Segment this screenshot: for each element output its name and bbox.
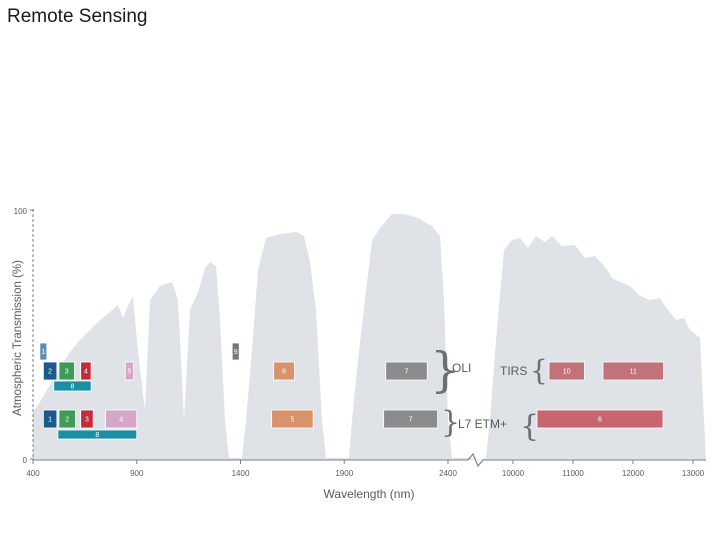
etm-band-3: [80, 409, 94, 429]
x-axis-label: Wavelength (nm): [324, 487, 415, 501]
etm-band-7: [383, 409, 439, 429]
oli-band-4: [80, 361, 92, 381]
oli-band-3: [58, 361, 75, 381]
etm-band-label-3: 3: [85, 417, 89, 424]
tirs-band-label-10: 10: [563, 369, 571, 376]
etm-band-2: [58, 409, 76, 429]
oli-band-label-9: 9: [234, 349, 238, 356]
oli-band-5: [124, 361, 135, 381]
y-tick-label-100: 100: [14, 207, 28, 216]
x-ticks: 400 900 1400 1900 2400 10000 11000 12000 13000: [26, 460, 705, 478]
oli-band-label-6: 6: [282, 369, 286, 376]
oli-band-1: [39, 342, 48, 361]
etm-band-label-7: 7: [409, 417, 413, 424]
etm-band-label-8: 8: [95, 432, 99, 439]
etm-brace: }: [441, 405, 460, 440]
y-axis-label: Atmospheric Transmission (%): [12, 260, 24, 416]
x-tick-label-2400: 2400: [439, 469, 457, 478]
x-tick-label-12000: 12000: [622, 469, 645, 478]
oli-band-8: [53, 380, 92, 392]
axis-break: [467, 452, 484, 468]
etm-band-label-1: 1: [48, 417, 52, 424]
oli-band-9: [231, 342, 240, 361]
page-title: Remote Sensing: [7, 6, 148, 27]
x-tick-label-1900: 1900: [335, 469, 353, 478]
etm-band-label-2: 2: [65, 417, 69, 424]
x-tick-label-400: 400: [26, 469, 40, 478]
oli-band-label-7: 7: [405, 369, 409, 376]
oli-brace: }: [430, 342, 461, 398]
transmission-area: [33, 214, 706, 460]
etm-band-8: [57, 429, 138, 440]
x-tick-label-900: 900: [130, 469, 144, 478]
tirs-band-11: [602, 361, 664, 381]
tirs-band-10: [548, 361, 585, 381]
etm-band-label-6: 6: [598, 417, 602, 424]
oli-band-2: [42, 361, 58, 381]
tirs-brace: {: [530, 354, 548, 387]
x-tick-label-1400: 1400: [232, 469, 250, 478]
oli-band-label-1: 1: [41, 349, 45, 356]
oli-band-label-5: 5: [128, 369, 132, 376]
etm-label: L7 ETM+: [458, 417, 507, 431]
x-tick-label-10000: 10000: [502, 469, 525, 478]
tirs-band-label-11: 11: [630, 369, 637, 376]
etm-band-4: [105, 409, 138, 429]
y-tick-label-0: 0: [23, 456, 28, 465]
oli-band-6: [273, 361, 295, 381]
x-tick-label-13000: 13000: [682, 469, 705, 478]
etm-right-brace: {: [520, 409, 539, 444]
oli-label: OLI: [452, 361, 471, 375]
tirs-label: TIRS: [500, 364, 527, 378]
oli-band-label-4: 4: [84, 369, 88, 376]
etm-band-1: [42, 409, 58, 429]
etm-band-6: [536, 409, 664, 429]
x-tick-label-11000: 11000: [562, 469, 584, 478]
etm-band-5: [271, 409, 314, 429]
oli-band-label-8: 8: [70, 384, 74, 391]
etm-band-label-5: 5: [290, 417, 294, 424]
oli-band-label-3: 3: [65, 369, 69, 376]
oli-band-label-2: 2: [48, 369, 52, 376]
oli-band-7: [385, 361, 428, 381]
etm-band-label-4: 4: [119, 417, 123, 424]
